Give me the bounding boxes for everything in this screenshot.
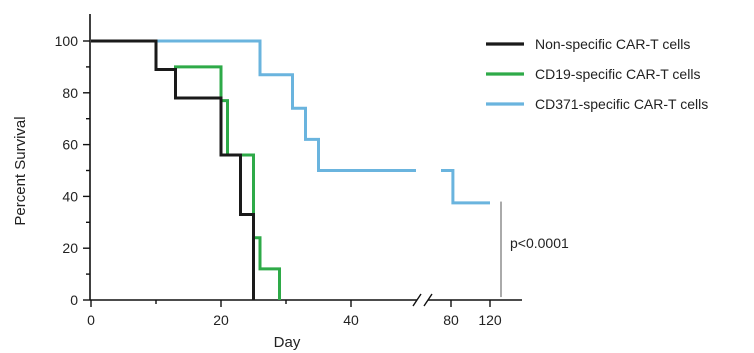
legend-item: Non-specific CAR-T cells — [486, 36, 690, 52]
legend-label: CD19-specific CAR-T cells — [535, 66, 700, 82]
y-axis-title: Percent Survival — [12, 116, 29, 225]
x-tick-label: 20 — [213, 312, 229, 328]
p-value-label: p<0.0001 — [510, 235, 569, 251]
y-tick-label: 80 — [62, 85, 78, 101]
series-line-cd371-specific-car-t-cells — [91, 39, 416, 172]
series-line-cd371-specific-car-t-cells-after-break — [441, 169, 490, 205]
x-tick-label: 80 — [443, 312, 459, 328]
x-tick-label: 40 — [343, 312, 359, 328]
y-tick-label: 60 — [62, 137, 78, 153]
y-tick-label: 40 — [62, 188, 78, 204]
y-tick-label: 0 — [70, 292, 78, 308]
x-axis-break — [412, 293, 433, 307]
axes: 0 20 40 60 80 100 0 20 40 80 120 Day Percent Surviva… — [12, 14, 522, 351]
legend-label: Non-specific CAR-T cells — [535, 36, 690, 52]
series-line-cd19-specific-car-t-cells — [91, 39, 281, 300]
series-line-non-specific-car-t-cells — [91, 39, 255, 300]
y-tick-label: 100 — [55, 33, 79, 49]
x-tick-label: 120 — [478, 312, 502, 328]
p-value-annotation: p<0.0001 — [500, 201, 569, 298]
y-tick-label: 20 — [62, 240, 78, 256]
legend-item: CD19-specific CAR-T cells — [486, 66, 700, 82]
legend-item: CD371-specific CAR-T cells — [486, 96, 708, 112]
series-group — [91, 39, 490, 300]
x-axis-title: Day — [274, 334, 301, 351]
legend: Non-specific CAR-T cells CD19-specific CA… — [486, 36, 708, 112]
legend-label: CD371-specific CAR-T cells — [535, 96, 708, 112]
x-tick-label: 0 — [87, 312, 95, 328]
